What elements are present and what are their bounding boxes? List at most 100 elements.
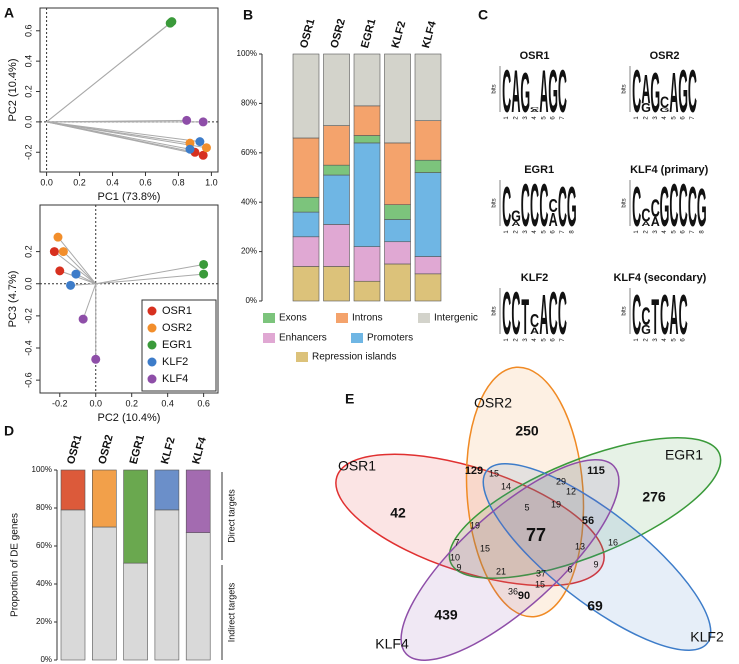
venn-count: 16: [608, 537, 618, 547]
x-tick-label: -0.2: [52, 398, 68, 408]
bar-segment: [414, 53, 442, 121]
bar-segment: [323, 266, 350, 302]
venn-count: 56: [582, 515, 594, 527]
y-tick-label: 20%: [36, 617, 52, 626]
point: [199, 269, 209, 279]
logo-x-tick: 2: [514, 116, 520, 120]
y-tick-label: -0.2: [23, 145, 33, 161]
bar-segment: [292, 236, 320, 267]
point: [55, 266, 65, 276]
logo-letter: A: [530, 109, 540, 112]
y-tick-label: 0.2: [23, 85, 33, 98]
category-label: EGR1: [128, 433, 147, 465]
logo-letter: C: [511, 281, 520, 347]
logo-x-tick: 2: [644, 338, 650, 342]
category-label: OSR2: [329, 17, 348, 49]
bar-segment: [92, 469, 117, 528]
logo-letter: T: [651, 289, 659, 345]
logo-x-tick: 8: [569, 230, 575, 234]
logo-x-tick: 1: [634, 338, 640, 342]
logo-x-tick: 3: [523, 116, 529, 120]
venn-count: 250: [515, 423, 539, 439]
plot-frame: [39, 204, 219, 394]
y-tick-label: 0%: [40, 655, 52, 664]
venn-count: 69: [587, 598, 603, 614]
x-tick-label: 1.0: [205, 177, 218, 187]
venn-count: 19: [470, 520, 480, 530]
bar-segment: [323, 125, 350, 166]
point: [71, 269, 81, 279]
logo-x-tick: 6: [681, 338, 687, 342]
bar-segment: [353, 53, 381, 107]
point: [66, 280, 76, 290]
venn-count: 10: [450, 552, 460, 562]
y-tick-label: 40%: [36, 579, 52, 588]
logo-x-tick: 1: [634, 230, 640, 234]
y-tick-label: -0.2: [23, 308, 33, 324]
y-tick-label: 60%: [241, 148, 257, 157]
bar-segment: [323, 53, 350, 126]
logo-letter: C: [632, 175, 641, 239]
logo-letter: A: [511, 59, 520, 125]
logo-letter: C: [549, 196, 558, 217]
logo-x-tick: 6: [551, 230, 557, 234]
venn-count: 29: [556, 476, 566, 486]
bar-segment: [292, 211, 320, 238]
point: [198, 150, 208, 160]
category-label: OSR2: [96, 433, 115, 465]
bar-segment: [185, 532, 211, 661]
bar-segment: [185, 469, 211, 534]
bar-segment: [414, 159, 442, 173]
point: [49, 247, 59, 257]
venn-set: [465, 366, 585, 618]
logo-letter: C: [641, 205, 650, 226]
legend-label: Promoters: [367, 333, 413, 344]
venn-count: 21: [496, 566, 506, 576]
legend-label: Repression islands: [312, 352, 397, 363]
y-tick-label: 40%: [241, 197, 257, 206]
y-tick-label: 0.0: [23, 277, 33, 290]
category-label: KLF2: [390, 20, 409, 50]
venn-count: 19: [551, 499, 561, 509]
venn-count: 77: [526, 525, 546, 545]
logo-letter: C: [502, 175, 511, 239]
venn-set-label: OSR2: [474, 395, 512, 411]
venn-set: [400, 459, 620, 661]
logo-letter: T: [521, 289, 529, 345]
bar-segment: [414, 120, 442, 161]
logo-x-tick: 5: [671, 116, 677, 120]
logo-letter: A: [539, 59, 548, 125]
logo-letter: C: [688, 59, 697, 125]
logo-letter: G: [697, 179, 707, 238]
loading-arrow: [46, 22, 171, 123]
bar-segment: [414, 172, 442, 257]
logo-letter: C: [502, 281, 511, 347]
legend-label: Exons: [279, 313, 307, 324]
category-label: KLF2: [159, 436, 178, 466]
logo-letter: G: [660, 107, 670, 114]
logo-x-tick: 4: [532, 116, 538, 120]
y-tick-label: 0.2: [23, 245, 33, 258]
logo-letter: C: [502, 59, 511, 125]
logo-title: KLF2: [521, 272, 549, 284]
loading-arrow: [95, 263, 204, 285]
logo-x-tick: 5: [671, 338, 677, 342]
y-tick-label: 0.0: [23, 116, 33, 129]
logo-x-tick: 4: [662, 230, 668, 234]
venn-count: 439: [434, 607, 458, 623]
venn-count: 15: [480, 543, 490, 553]
venn-count: 9: [456, 562, 461, 572]
plot-frame: [39, 7, 219, 173]
bar-segment: [60, 509, 86, 661]
logo-letter: C: [641, 303, 650, 331]
logo-x-tick: 7: [560, 116, 566, 120]
logo-title: OSR2: [650, 50, 680, 62]
logo-x-tick: 6: [681, 230, 687, 234]
category-label: EGR1: [359, 17, 378, 49]
bar-segment: [384, 53, 411, 144]
bar-segment: [292, 53, 320, 139]
panel-label: B: [243, 7, 253, 23]
logo-x-tick: 8: [699, 230, 705, 234]
logo-letter: C: [669, 173, 678, 239]
y-tick-label: 0%: [245, 296, 257, 305]
